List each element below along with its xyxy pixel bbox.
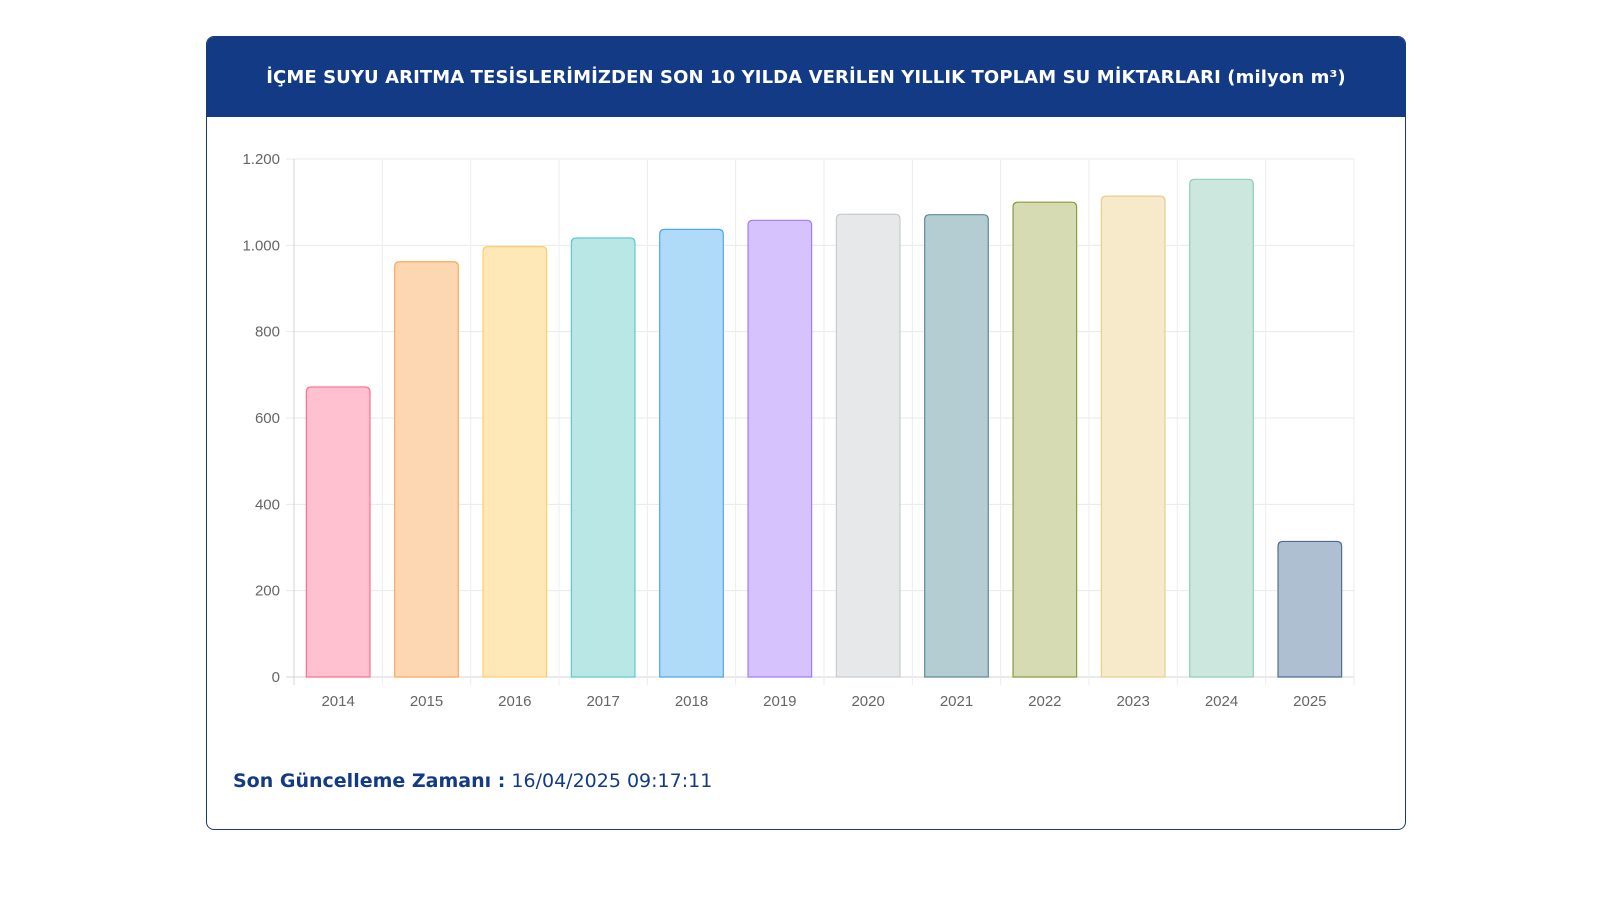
bar-2022	[1012, 201, 1078, 678]
bar-2014	[305, 386, 371, 678]
bar-2017	[570, 237, 636, 678]
last-updated-label: Son Güncelleme Zamanı :	[233, 770, 506, 792]
x-tick-label: 2021	[940, 693, 973, 710]
y-tick-label: 0	[272, 669, 280, 686]
chart-card: İÇME SUYU ARITMA TESİSLERİMİZDEN SON 10 …	[206, 36, 1406, 830]
bar-2024	[1189, 178, 1254, 678]
bar-2023	[1100, 195, 1166, 678]
bar-2018	[659, 228, 724, 678]
y-tick-label: 1.200	[242, 151, 280, 168]
y-tick-label: 800	[255, 324, 280, 341]
x-tick-label: 2024	[1205, 693, 1238, 710]
x-tick-label: 2018	[675, 693, 708, 710]
x-tick-label: 2025	[1293, 693, 1326, 710]
y-tick-label: 200	[255, 583, 280, 600]
x-tick-label: 2020	[851, 693, 884, 710]
y-tick-label: 400	[255, 496, 280, 513]
last-updated: Son Güncelleme Zamanı : 16/04/2025 09:17…	[233, 770, 712, 792]
x-tick-label: 2016	[498, 693, 531, 710]
bar-2015	[394, 261, 459, 678]
chart-area: 0 200 400 600 800 1.000 1.200 2014 2015 2016 2017 2…	[207, 117, 1404, 757]
bar-2020	[835, 213, 901, 678]
x-tick-label: 2023	[1116, 693, 1149, 710]
x-tick-label: 2017	[586, 693, 619, 710]
y-tick-label: 600	[255, 410, 280, 427]
bar-2019	[747, 219, 813, 678]
last-updated-value: 16/04/2025 09:17:11	[511, 770, 713, 792]
bar-chart: 0 200 400 600 800 1.000 1.200 2014 2015 2016 2017 2…	[242, 151, 1355, 710]
x-tick-label: 2019	[763, 693, 796, 710]
x-tick-label: 2014	[321, 693, 354, 710]
y-tick-label: 1.000	[242, 237, 280, 254]
card-header: İÇME SUYU ARITMA TESİSLERİMİZDEN SON 10 …	[207, 37, 1405, 117]
bar-2025	[1277, 540, 1343, 678]
x-tick-label: 2022	[1028, 693, 1061, 710]
bar-2021	[924, 214, 989, 678]
chart-title: İÇME SUYU ARITMA TESİSLERİMİZDEN SON 10 …	[266, 66, 1346, 88]
x-tick-label: 2015	[410, 693, 443, 710]
bar-2016	[482, 246, 548, 678]
